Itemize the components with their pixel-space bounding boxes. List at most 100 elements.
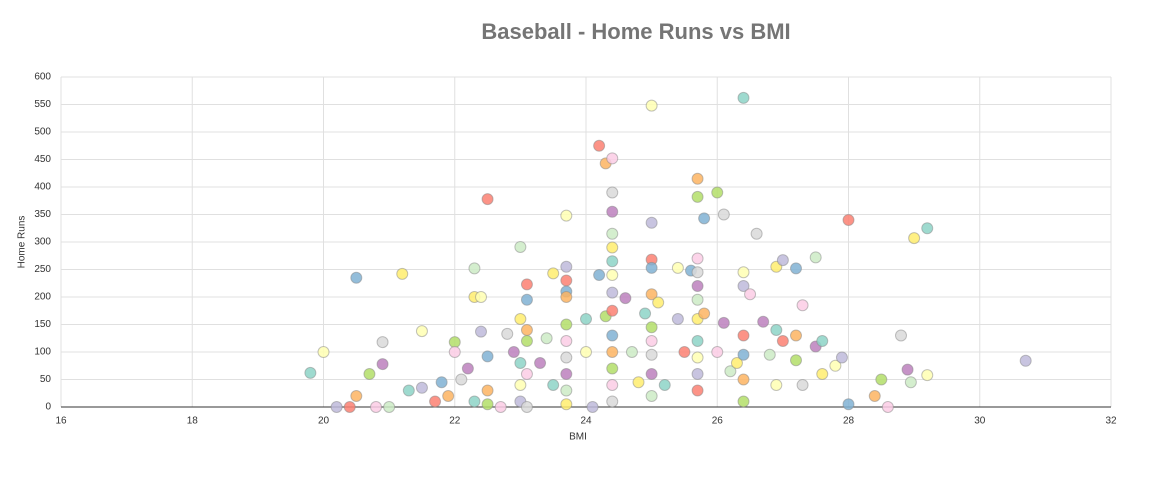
point	[560, 384, 573, 397]
point	[645, 216, 658, 229]
point	[560, 291, 573, 303]
point	[383, 401, 396, 413]
point	[547, 379, 560, 391]
point	[691, 293, 704, 306]
point	[606, 152, 619, 165]
point	[606, 205, 619, 218]
point	[520, 324, 533, 336]
point	[475, 291, 487, 303]
point	[711, 346, 724, 358]
point	[343, 401, 356, 413]
point	[790, 262, 802, 275]
point	[350, 390, 363, 402]
point	[606, 362, 619, 375]
x-tick-label: 28	[843, 416, 855, 427]
point	[461, 362, 474, 375]
point	[580, 346, 592, 358]
y-tick-label: 150	[34, 319, 51, 330]
point	[796, 379, 809, 391]
point	[730, 357, 743, 369]
point	[560, 260, 573, 273]
point	[724, 365, 737, 378]
point	[717, 208, 730, 221]
point	[757, 315, 770, 328]
point	[580, 313, 592, 325]
point	[717, 316, 730, 329]
x-tick-label: 20	[318, 416, 330, 427]
point	[547, 267, 560, 280]
point	[790, 329, 802, 342]
point	[606, 186, 619, 199]
point	[350, 271, 363, 284]
point	[737, 329, 750, 342]
point	[796, 299, 809, 312]
point	[921, 369, 934, 382]
y-axis-label: Home Runs	[17, 216, 28, 269]
point	[448, 336, 461, 349]
point	[678, 346, 691, 358]
point	[744, 288, 757, 301]
point	[737, 348, 750, 361]
point	[507, 346, 520, 358]
point	[737, 91, 750, 104]
point	[376, 336, 389, 349]
point	[691, 252, 704, 265]
point	[442, 390, 455, 402]
point	[645, 368, 658, 380]
point	[396, 267, 409, 280]
point	[639, 307, 652, 320]
y-tick-label: 300	[34, 237, 51, 248]
point	[606, 379, 619, 391]
point	[435, 376, 448, 389]
y-tick-label: 600	[34, 72, 51, 83]
chart-title: Baseball - Home Runs vs BMI	[481, 19, 790, 44]
point	[671, 313, 684, 325]
point	[317, 346, 330, 358]
point	[816, 335, 829, 347]
point	[475, 325, 487, 338]
point	[737, 395, 750, 408]
point	[737, 373, 750, 386]
point	[691, 266, 704, 279]
x-tick-label: 32	[1105, 416, 1117, 427]
point	[895, 329, 907, 342]
point	[763, 348, 776, 361]
point	[908, 232, 921, 245]
point	[868, 390, 881, 402]
y-tick-label: 250	[34, 264, 51, 275]
point	[593, 269, 606, 281]
x-tick-label: 18	[187, 416, 199, 427]
point	[534, 357, 547, 369]
point	[593, 139, 606, 152]
point	[691, 335, 704, 347]
point	[520, 278, 533, 291]
y-tick-label: 200	[34, 292, 51, 303]
point	[625, 346, 638, 358]
point	[632, 376, 645, 389]
x-axis-label: BMI	[569, 432, 587, 443]
point	[560, 318, 573, 331]
point	[481, 398, 494, 411]
y-tick-label: 400	[34, 182, 51, 193]
point	[606, 269, 619, 281]
point	[737, 280, 750, 292]
point	[671, 261, 684, 274]
point	[1019, 354, 1032, 367]
point	[645, 261, 658, 274]
point	[481, 193, 494, 206]
point	[904, 376, 917, 389]
point	[514, 379, 527, 391]
point	[711, 186, 724, 199]
point	[645, 321, 658, 334]
point	[770, 324, 783, 336]
point	[520, 335, 533, 347]
point	[560, 398, 573, 411]
point	[370, 401, 382, 413]
point	[691, 190, 704, 203]
point	[750, 227, 763, 240]
point	[842, 214, 855, 226]
y-tick-label: 100	[34, 347, 51, 358]
point	[494, 401, 507, 413]
point	[363, 368, 376, 380]
point	[835, 351, 848, 364]
